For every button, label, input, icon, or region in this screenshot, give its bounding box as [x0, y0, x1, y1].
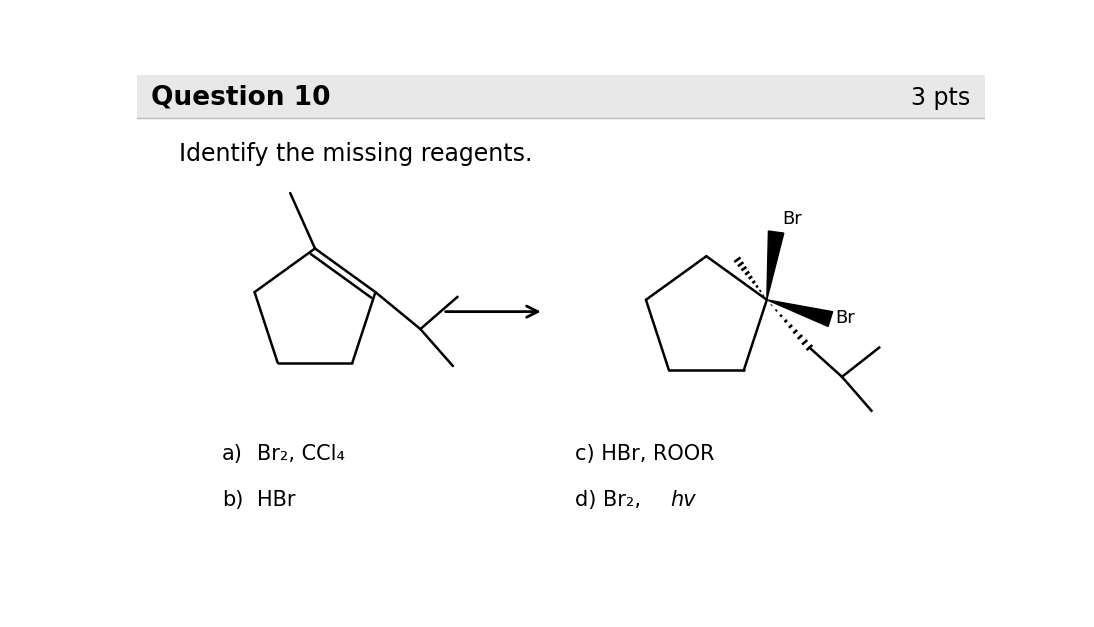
Text: HBr: HBr	[257, 490, 295, 510]
Text: Question 10: Question 10	[151, 85, 330, 110]
FancyBboxPatch shape	[137, 75, 985, 118]
Text: Br: Br	[782, 210, 802, 228]
Polygon shape	[767, 231, 783, 300]
Text: 3 pts: 3 pts	[911, 85, 970, 110]
Text: b): b)	[222, 490, 243, 510]
Polygon shape	[767, 300, 833, 327]
Text: Br₂, CCl₄: Br₂, CCl₄	[257, 444, 345, 464]
Text: hv: hv	[670, 490, 696, 510]
Text: Identify the missing reagents.: Identify the missing reagents.	[179, 142, 533, 166]
Text: c) HBr, ROOR: c) HBr, ROOR	[574, 444, 714, 464]
Text: a): a)	[222, 444, 243, 464]
Text: Br: Br	[835, 308, 854, 327]
Text: d) Br₂,: d) Br₂,	[574, 490, 648, 510]
